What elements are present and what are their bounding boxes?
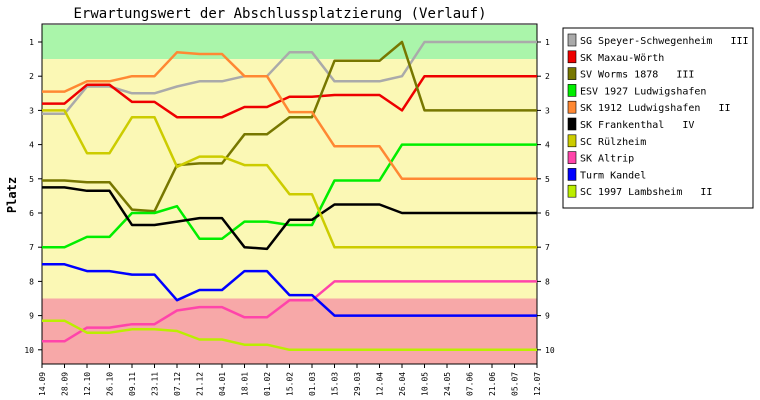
legend-label: SK Altrip — [580, 154, 634, 165]
y-tick-label-left: 1 — [29, 38, 34, 47]
x-tick-label: 01.03 — [308, 372, 317, 396]
x-tick-label: 12.10 — [83, 372, 92, 396]
legend-label: SK Frankenthal IV — [580, 120, 694, 131]
y-tick-label-left: 2 — [29, 72, 34, 81]
series-line — [42, 280, 537, 343]
x-tick-label: 07.06 — [466, 372, 475, 396]
x-tick-label: 29.03 — [353, 372, 362, 396]
x-tick-label: 07.12 — [173, 372, 182, 396]
legend-swatch — [567, 67, 577, 80]
legend-label: SV Worms 1878 III — [580, 70, 694, 81]
y-tick-label-left: 3 — [29, 106, 34, 115]
legend-swatch — [567, 100, 577, 114]
x-tick-label: 18.01 — [241, 372, 250, 396]
y-tick-label-left: 5 — [29, 175, 34, 184]
legend-label: SK 1912 Ludwigshafen II — [580, 103, 731, 114]
y-tick-label-left: 8 — [29, 277, 34, 286]
series-line — [42, 186, 537, 251]
y-tick-label-left: 9 — [29, 312, 34, 321]
legend-swatch — [567, 134, 577, 148]
x-tick-label: 09.11 — [128, 372, 137, 396]
series-line — [42, 51, 537, 181]
x-tick-label: 24.05 — [443, 372, 452, 396]
x-tick-label: 14.09 — [38, 372, 47, 396]
x-tick-label: 15.03 — [331, 372, 340, 396]
y-tick-label-right: 5 — [545, 175, 550, 184]
y-axis-label: Platz — [5, 177, 19, 213]
x-tick-label: 10.05 — [421, 372, 430, 396]
y-tick-label-right: 6 — [545, 209, 550, 218]
chart-title: Erwartungswert der Abschlussplatzierung … — [73, 6, 486, 22]
series-line — [42, 263, 537, 317]
y-tick-label-right: 10 — [545, 346, 555, 355]
series-line — [42, 40, 537, 213]
x-tick-label: 21.06 — [488, 372, 497, 396]
x-tick-label: 26.04 — [398, 372, 407, 396]
legend-swatch — [567, 117, 577, 131]
x-tick-label: 15.02 — [286, 372, 295, 396]
axes: 1 1 2 2 3 3 4 4 5 5 6 6 7 7 8 8 9 9 10 10 14.09 28.09 12.10 26.… — [24, 23, 555, 396]
legend-swatch — [567, 33, 577, 47]
legend-label: ESV 1927 Ludwigshafen — [580, 86, 706, 97]
series-line — [42, 74, 537, 119]
legend: SG Speyer-Schwegenheim III SK Maxau-Wörth… — [562, 27, 754, 209]
y-tick-label-right: 7 — [545, 243, 550, 252]
legend-swatch — [567, 84, 577, 97]
x-tick-label: 05.07 — [511, 372, 520, 396]
x-tick-label: 12.04 — [376, 372, 385, 396]
y-tick-label-right: 1 — [545, 38, 550, 47]
legend-label: Turm Kandel — [580, 170, 646, 181]
legend-label: SK Maxau-Wörth — [580, 53, 664, 64]
x-tick-label: 26.10 — [106, 372, 115, 396]
y-tick-label-left: 6 — [29, 209, 34, 218]
legend-swatch — [567, 168, 577, 181]
legend-swatch — [567, 50, 577, 64]
y-tick-label-right: 4 — [545, 141, 550, 150]
legend-box — [562, 27, 754, 209]
x-tick-label: 21.12 — [196, 372, 205, 396]
series-line — [42, 143, 537, 249]
legend-label: SC 1997 Lambsheim II — [580, 187, 712, 198]
legend-label: SC Rülzheim — [580, 137, 646, 148]
x-tick-label: 23.11 — [151, 372, 160, 396]
y-tick-label-right: 2 — [545, 72, 550, 81]
series-lines — [42, 40, 537, 352]
y-tick-label-left: 4 — [29, 141, 34, 150]
y-tick-label-left: 7 — [29, 243, 34, 252]
series-line — [42, 109, 537, 249]
series-line — [42, 40, 537, 116]
y-tick-label-right: 3 — [545, 106, 550, 115]
y-tick-label-left: 10 — [24, 346, 34, 355]
y-tick-label-right: 8 — [545, 277, 550, 286]
x-tick-label: 01.02 — [263, 372, 272, 396]
legend-swatch — [567, 151, 577, 164]
y-tick-label-right: 9 — [545, 312, 550, 321]
x-tick-label: 12.07 — [533, 372, 542, 396]
legend-label: SG Speyer-Schwegenheim III — [580, 36, 749, 47]
x-tick-label: 04.01 — [218, 372, 227, 396]
plot-area: 1 1 2 2 3 3 4 4 5 5 6 6 7 7 8 8 9 9 10 10 14.09 28.09 12.10 26.… — [24, 23, 555, 396]
x-tick-label: 28.09 — [61, 372, 70, 396]
series-line — [42, 319, 537, 352]
legend-swatch — [567, 184, 577, 198]
